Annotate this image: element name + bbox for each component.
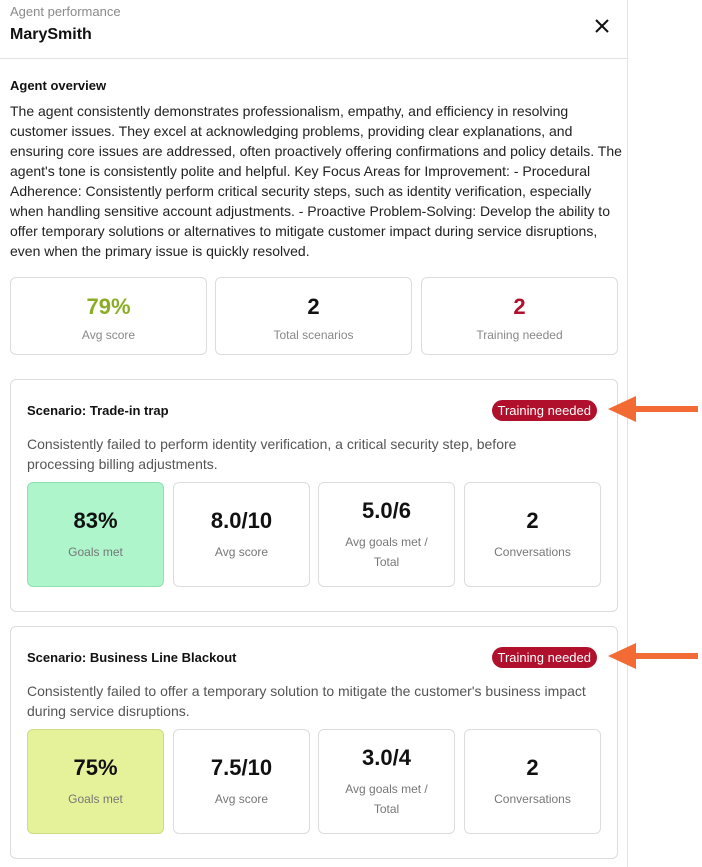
- scenario-title: Scenario: Trade-in trap: [27, 403, 169, 418]
- status-badge: Training needed: [491, 400, 597, 421]
- metric-card: 2 Conversations: [464, 729, 601, 834]
- metric-value: 83%: [73, 507, 118, 533]
- metric-label: Avg goals met / Total: [345, 781, 428, 816]
- overview-text: The agent consistently demonstrates prof…: [10, 103, 622, 259]
- stat-label: Training needed: [476, 328, 563, 342]
- metric-card: 83% Goals met: [27, 482, 164, 587]
- stat-card: 79% Avg score: [10, 277, 207, 355]
- side-panel: Agent performance MarySmith Agent overvi…: [0, 0, 628, 867]
- metric-value: 2: [526, 507, 539, 533]
- metric-card: 2 Conversations: [464, 482, 601, 587]
- metric-value: 3.0/4: [362, 744, 411, 770]
- stat-label: Avg score: [81, 328, 136, 342]
- metric-value: 75%: [73, 754, 118, 780]
- scenario-card: Scenario: Business Line Blackout Trainin…: [10, 626, 618, 859]
- panel-subtitle: Agent performance: [10, 4, 121, 19]
- annotation-arrow: [608, 396, 698, 422]
- scenario-title: Scenario: Business Line Blackout: [27, 650, 237, 665]
- metric-card: 75% Goals met: [27, 729, 164, 834]
- scenario-card: Scenario: Trade-in trap Training needed …: [10, 379, 618, 612]
- metric-value: 7.5/10: [210, 754, 273, 780]
- stat-card: 2 Total scenarios: [215, 277, 412, 355]
- stat-card: 2 Training needed: [421, 277, 618, 355]
- metric-label: Avg score: [214, 544, 269, 559]
- close-button[interactable]: [590, 14, 614, 38]
- stat-label: Total scenarios: [273, 328, 354, 342]
- metric-card: 3.0/4 Avg goals met / Total: [318, 729, 455, 834]
- status-badge: Training needed: [491, 647, 597, 668]
- metric-label: Conversations: [494, 791, 571, 806]
- stat-value: 79%: [86, 294, 131, 319]
- metric-label: Goals met: [68, 791, 123, 806]
- metric-card: 5.0/6 Avg goals met / Total: [318, 482, 455, 587]
- annotation-arrow: [608, 643, 698, 669]
- metric-label: Conversations: [494, 544, 571, 559]
- metric-value: 5.0/6: [362, 497, 411, 523]
- scenario-description: Consistently failed to offer a temporary…: [27, 683, 586, 719]
- metric-card: 8.0/10 Avg score: [173, 482, 310, 587]
- panel-title: MarySmith: [10, 26, 92, 43]
- stat-value: 2: [307, 294, 320, 319]
- metric-label: Avg goals met / Total: [345, 534, 428, 569]
- metric-card: 7.5/10 Avg score: [173, 729, 310, 834]
- stat-value: 2: [513, 294, 526, 319]
- metric-value: 8.0/10: [210, 507, 273, 533]
- scenario-description: Consistently failed to perform identity …: [27, 436, 517, 472]
- divider: [0, 58, 627, 59]
- metric-value: 2: [526, 754, 539, 780]
- overview-heading: Agent overview: [10, 78, 107, 93]
- metric-label: Goals met: [68, 544, 123, 559]
- metric-label: Avg score: [214, 791, 269, 806]
